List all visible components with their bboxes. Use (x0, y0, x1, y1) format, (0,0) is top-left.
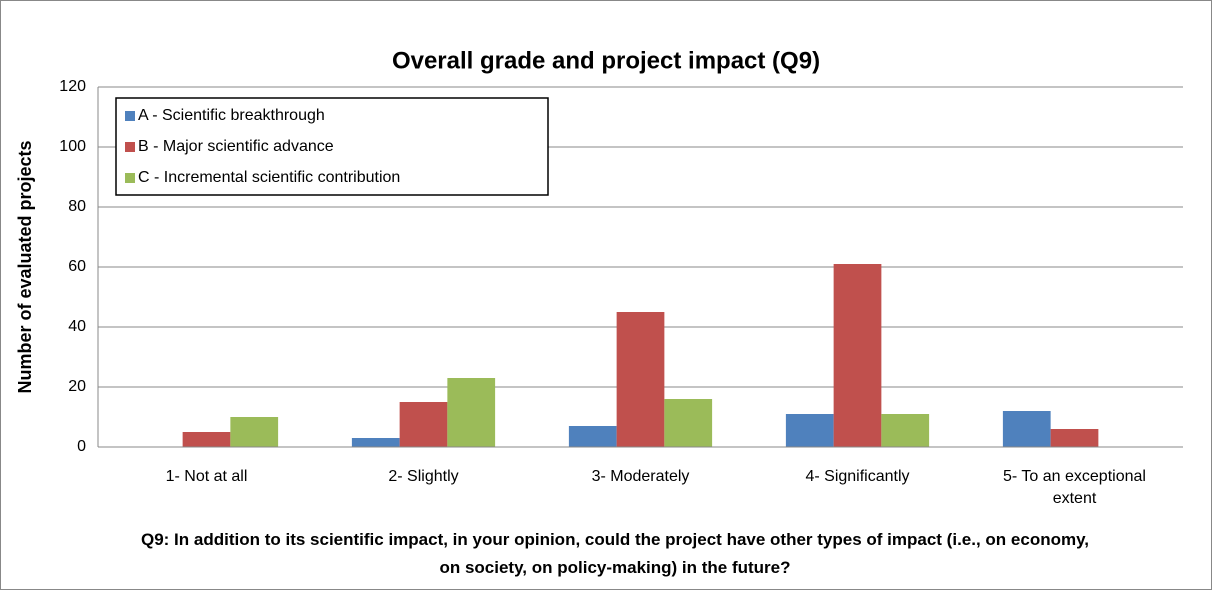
legend-label: B - Major scientific advance (138, 138, 334, 155)
bar (568, 426, 617, 447)
bar (182, 432, 231, 447)
legend-swatch (125, 142, 135, 152)
bar (833, 264, 882, 447)
y-tick-label: 0 (77, 438, 86, 455)
bar (664, 399, 713, 447)
x-tick-label: 2- Slightly (388, 468, 459, 485)
bar (447, 378, 496, 447)
bar (1050, 429, 1099, 447)
bar (881, 414, 930, 447)
y-tick-label: 60 (68, 258, 86, 275)
bar (230, 417, 279, 447)
bar (399, 402, 448, 447)
bar (1002, 411, 1051, 447)
legend-label: C - Incremental scientific contribution (138, 169, 400, 186)
legend-swatch (125, 173, 135, 183)
y-tick-label: 120 (59, 78, 86, 95)
y-tick-label: 20 (68, 378, 86, 395)
x-tick-label: 5- To an exceptional extent (1003, 468, 1146, 507)
bar (616, 312, 665, 447)
y-tick-label: 40 (68, 318, 86, 335)
bar (785, 414, 834, 447)
bar (351, 438, 400, 447)
legend-box (115, 97, 549, 196)
x-tick-label: 3- Moderately (591, 468, 690, 485)
y-axis-title: Number of evaluated projects (15, 140, 35, 393)
chart-title: Overall grade and project impact (Q9) (392, 47, 820, 74)
legend-swatch (125, 111, 135, 121)
x-tick-label: 4- Significantly (805, 468, 910, 485)
legend-label: A - Scientific breakthrough (138, 107, 325, 124)
y-tick-label: 80 (68, 198, 86, 215)
y-tick-label: 100 (59, 138, 86, 155)
x-axis-title: Q9: In addition to its scientific impact… (140, 530, 1089, 577)
x-tick-label: 1- Not at all (165, 468, 248, 485)
